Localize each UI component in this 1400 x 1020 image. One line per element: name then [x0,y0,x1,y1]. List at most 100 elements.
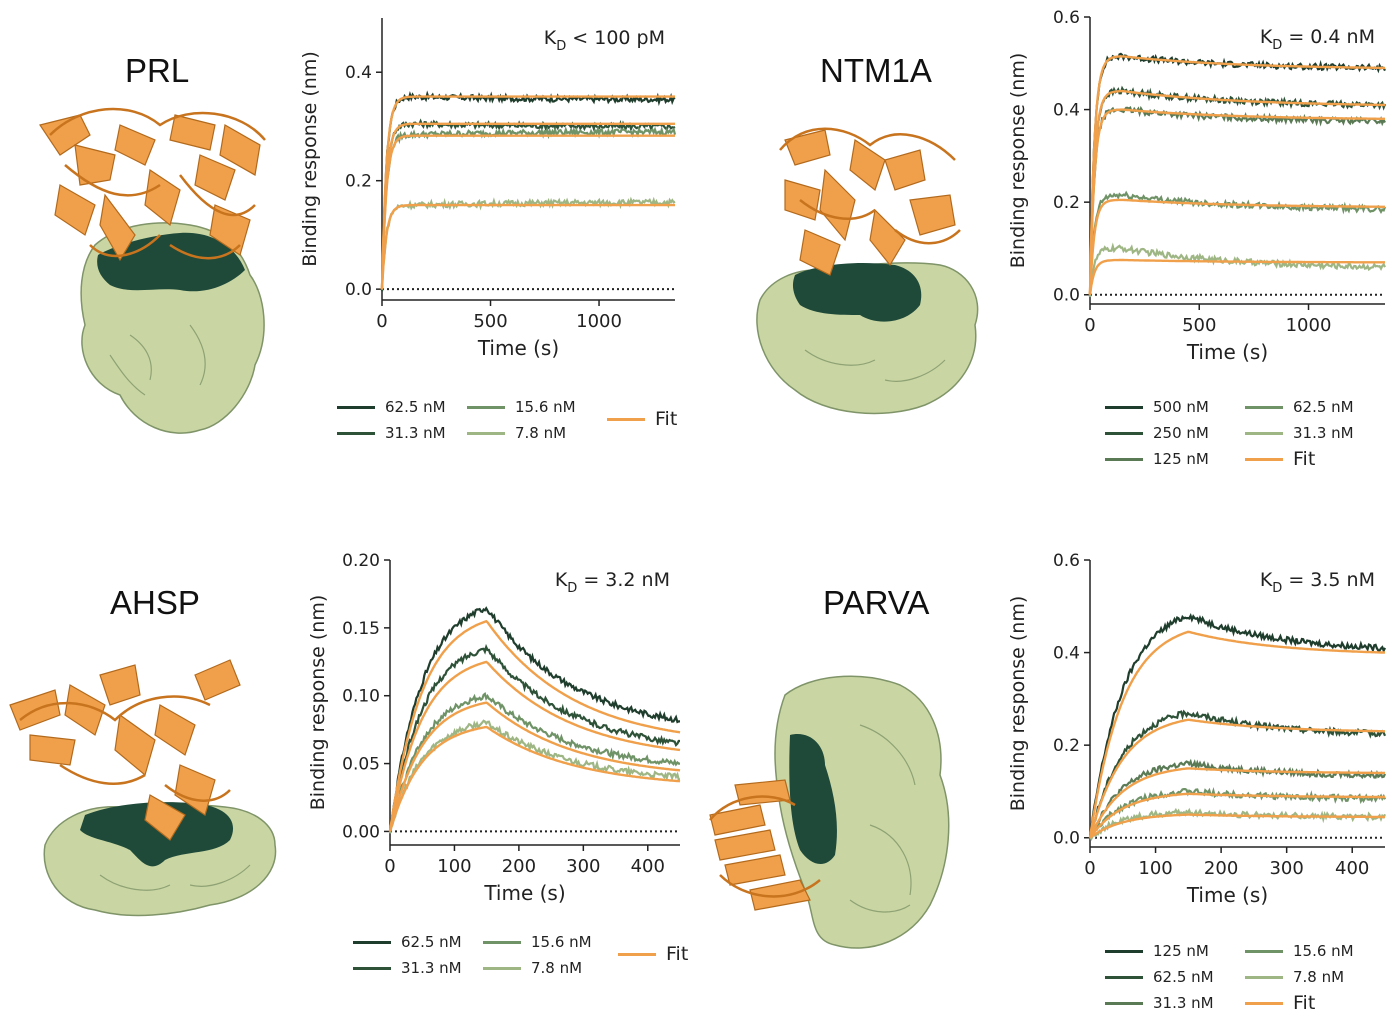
legend-item: 15.6 nM [467,398,576,416]
x-axis-label: Time (s) [1186,340,1268,364]
legend-label: Fit [666,943,689,965]
legend-item: 62.5 nM [1105,968,1214,986]
kd-annotation: KD = 3.2 nM [555,569,670,596]
fit-curve-line [1088,258,1385,295]
legend-item: 62.5 nM [337,398,446,416]
legend-swatch [337,405,375,409]
data-series-line [388,643,680,831]
x-axis-label: Time (s) [483,881,565,905]
legend-prl: 62.5 nM 31.3 nM 15.6 nM 7.8 nM Fit [337,398,697,448]
x-tick-label: 1000 [1286,315,1332,336]
legend-label: 31.3 nM [1153,994,1214,1012]
legend-swatch [1105,405,1143,409]
protein-title-ntm1a: NTM1A [820,52,932,89]
legend-label: Fit [1293,992,1316,1014]
legend-item: 31.3 nM [1105,994,1214,1012]
legend-label: Fit [1293,448,1316,470]
legend-ahsp: 62.5 nM 31.3 nM 15.6 nM 7.8 nM Fit [353,933,703,983]
y-axis-label: Binding response (nm) [299,51,321,267]
legend-label: 15.6 nM [531,933,592,951]
x-tick-label: 200 [1204,858,1238,879]
y-tick-label: 0.15 [342,619,380,639]
legend-swatch [483,966,521,970]
fit-curve-line [380,95,675,290]
fit-curve-line [388,701,681,832]
x-tick-label: 0 [384,856,395,877]
fit-curve-line [388,660,681,832]
kd-annotation: KD = 3.5 nM [1260,569,1375,596]
legend-item: 7.8 nM [483,959,582,977]
chart-ntm1a-binding: 0.0 0.2 0.4 0.6 0 500 1000 Time (s) Binding resp… [1007,8,1387,364]
legend-swatch [1245,975,1283,979]
kd-annotation: KD = 0.4 nM [1260,26,1375,53]
data-series-line [380,196,676,289]
data-series-line [388,719,681,834]
fit-curve-line [1088,198,1385,295]
y-tick-label: 0.4 [345,63,372,83]
legend-swatch [1245,457,1283,461]
fit-curve-line [388,619,681,832]
protein-title-ahsp: AHSP [110,584,200,621]
y-tick-label: 0.20 [342,551,380,571]
y-tick-label: 0.2 [1053,193,1080,213]
chart-prl-binding: 0.0 0.2 0.4 0 500 1000 Time (s) Binding respons… [299,18,677,360]
legend-item: 62.5 nM [1245,398,1354,416]
fit-curve-line [388,725,681,832]
y-tick-label: 0.00 [342,822,380,842]
y-tick-label: 0.6 [1053,551,1080,571]
legend-swatch [337,431,375,435]
data-series-line [388,692,680,830]
legend-swatch [607,417,645,421]
y-tick-label: 0.2 [1053,736,1080,756]
x-tick-label: 300 [1269,858,1303,879]
legend-label: 62.5 nM [1153,968,1214,986]
legend-label: 7.8 nM [531,959,583,977]
x-tick-label: 1000 [576,311,622,332]
legend-label: 500 nM [1153,398,1209,416]
x-tick-label: 0 [1084,858,1095,879]
fit-curve-line [380,134,675,290]
legend-item: 31.3 nM [353,959,462,977]
y-tick-label: 0.4 [1053,644,1080,664]
fit-curve-line [1088,718,1385,839]
x-tick-label: 400 [631,856,665,877]
legend-label: 125 nM [1153,942,1209,960]
protein-title-prl: PRL [125,52,190,89]
structure-prl-illustration [39,107,266,434]
structure-parva-illustration [709,675,950,949]
x-tick-label: 0 [1084,315,1095,336]
x-tick-label: 100 [1138,858,1172,879]
data-series-line [1088,612,1386,837]
legend-label: 15.6 nM [515,398,576,416]
legend-swatch [1105,949,1143,953]
x-tick-label: 500 [473,311,507,332]
legend-swatch [618,952,656,956]
legend-label: 125 nM [1153,450,1209,468]
legend-item: 31.3 nM [337,424,446,442]
legend-swatch [1245,949,1283,953]
legend-swatch [353,966,391,970]
y-tick-label: 0.0 [345,280,372,300]
y-axis-label: Binding response (nm) [1007,53,1029,269]
legend-item: 7.8 nM [1245,968,1344,986]
legend-parva: 125 nM 62.5 nM 31.3 nM 15.6 nM 7.8 nM Fi… [1105,942,1395,1020]
y-tick-label: 0.0 [1053,286,1080,306]
legend-swatch [1105,975,1143,979]
legend-item: 125 nM [1105,942,1209,960]
fit-curve-line [1089,792,1385,839]
legend-swatch [353,940,391,944]
legend-label: Fit [655,408,678,430]
fit-curve-line [1088,630,1386,838]
legend-item: 62.5 nM [353,933,462,951]
legend-ntm1a: 500 nM 250 nM 125 nM 62.5 nM 31.3 nM Fit [1105,398,1395,478]
legend-label: 62.5 nM [1293,398,1354,416]
legend-label: 62.5 nM [385,398,446,416]
legend-item: 15.6 nM [483,933,592,951]
y-axis-label: Binding response (nm) [1007,596,1029,812]
data-series-line [380,125,677,290]
legend-label: 7.8 nM [515,424,567,442]
data-series-line [1089,807,1386,841]
y-tick-label: 0.0 [1053,829,1080,849]
legend-label: 31.3 nM [385,424,446,442]
legend-label: 31.3 nM [401,959,462,977]
